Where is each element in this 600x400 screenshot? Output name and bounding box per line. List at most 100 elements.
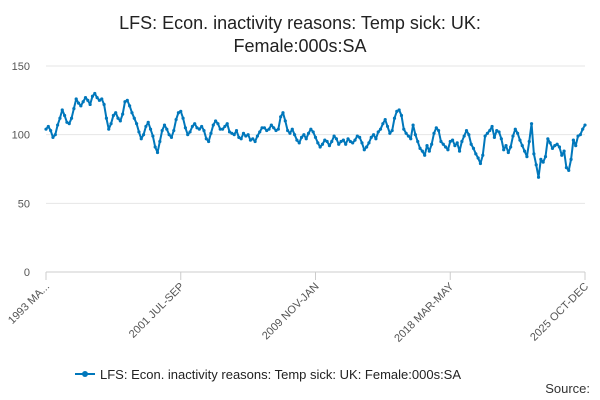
data-point[interactable] (481, 153, 485, 157)
data-point[interactable] (265, 128, 269, 133)
data-point[interactable] (102, 102, 106, 107)
data-point[interactable] (578, 133, 582, 137)
data-point[interactable] (488, 128, 492, 133)
data-point[interactable] (492, 135, 496, 140)
data-point[interactable] (430, 142, 434, 146)
data-point[interactable] (153, 145, 157, 149)
data-point[interactable] (49, 128, 53, 133)
data-point[interactable] (267, 127, 271, 131)
data-point[interactable] (130, 111, 134, 115)
data-point[interactable] (425, 144, 429, 148)
data-point[interactable] (560, 153, 564, 157)
data-point[interactable] (193, 122, 197, 126)
data-point[interactable] (200, 124, 204, 129)
data-point[interactable] (571, 138, 575, 142)
data-point[interactable] (183, 126, 187, 130)
data-point[interactable] (53, 133, 57, 137)
data-point[interactable] (513, 127, 517, 131)
data-point[interactable] (490, 124, 494, 129)
data-point[interactable] (546, 137, 550, 141)
data-point[interactable] (344, 142, 348, 146)
data-point[interactable] (511, 134, 515, 138)
data-point[interactable] (518, 138, 522, 142)
data-point[interactable] (485, 131, 490, 135)
data-point[interactable] (51, 135, 55, 140)
data-point[interactable] (272, 126, 276, 130)
data-point[interactable] (81, 100, 85, 104)
data-point[interactable] (160, 128, 164, 133)
data-point[interactable] (411, 123, 415, 127)
data-point[interactable] (195, 126, 199, 130)
data-point[interactable] (369, 135, 373, 140)
data-point[interactable] (148, 127, 153, 131)
data-point[interactable] (365, 145, 369, 149)
data-point[interactable] (330, 139, 334, 144)
data-point[interactable] (281, 111, 285, 115)
data-point[interactable] (97, 98, 102, 102)
data-point[interactable] (214, 119, 218, 123)
data-point[interactable] (446, 148, 450, 152)
data-point[interactable] (409, 137, 413, 141)
data-point[interactable] (69, 116, 74, 120)
data-point[interactable] (529, 122, 534, 126)
data-point[interactable] (239, 137, 243, 141)
data-point[interactable] (334, 137, 339, 141)
data-point[interactable] (502, 148, 506, 152)
data-point[interactable] (237, 135, 241, 140)
data-point[interactable] (165, 127, 169, 131)
data-point[interactable] (367, 141, 371, 145)
data-point[interactable] (478, 161, 483, 166)
data-point[interactable] (290, 127, 294, 131)
data-point[interactable] (534, 163, 538, 167)
data-point[interactable] (471, 146, 476, 150)
data-point[interactable] (378, 127, 383, 131)
data-point[interactable] (253, 139, 257, 144)
data-point[interactable] (327, 144, 332, 148)
data-point[interactable] (251, 137, 255, 141)
data-point[interactable] (90, 94, 95, 98)
data-point[interactable] (230, 131, 234, 135)
data-point[interactable] (128, 104, 132, 108)
data-point[interactable] (93, 91, 97, 96)
data-point[interactable] (181, 116, 185, 120)
data-point[interactable] (274, 128, 278, 133)
data-point[interactable] (58, 116, 62, 120)
data-point[interactable] (197, 127, 201, 131)
data-point[interactable] (439, 139, 443, 144)
data-point[interactable] (413, 133, 417, 137)
data-point[interactable] (174, 117, 178, 122)
data-point[interactable] (548, 141, 552, 145)
data-point[interactable] (169, 135, 174, 140)
data-point[interactable] (474, 152, 478, 156)
data-point[interactable] (385, 124, 390, 129)
data-point[interactable] (60, 108, 64, 112)
data-point[interactable] (234, 128, 239, 133)
data-point[interactable] (88, 102, 92, 107)
data-point[interactable] (318, 145, 322, 149)
data-point[interactable] (262, 126, 266, 130)
data-point[interactable] (397, 108, 401, 112)
data-point[interactable] (246, 133, 250, 137)
data-point[interactable] (125, 98, 129, 102)
data-point[interactable] (339, 139, 343, 144)
data-point[interactable] (520, 144, 524, 148)
data-point[interactable] (553, 144, 557, 148)
data-point[interactable] (260, 126, 264, 130)
data-point[interactable] (462, 134, 466, 138)
data-point[interactable] (306, 131, 311, 135)
data-point[interactable] (204, 137, 208, 141)
data-point[interactable] (423, 153, 427, 157)
data-point[interactable] (444, 145, 448, 149)
data-point[interactable] (218, 127, 222, 131)
data-point[interactable] (255, 134, 260, 138)
data-point[interactable] (67, 122, 71, 126)
data-point[interactable] (320, 142, 325, 146)
data-point[interactable] (567, 168, 571, 172)
data-point[interactable] (506, 150, 510, 155)
data-point[interactable] (223, 124, 227, 129)
data-point[interactable] (146, 120, 150, 124)
data-point[interactable] (536, 175, 541, 179)
data-point[interactable] (346, 137, 350, 141)
data-point[interactable] (351, 141, 355, 145)
data-point[interactable] (216, 122, 220, 126)
